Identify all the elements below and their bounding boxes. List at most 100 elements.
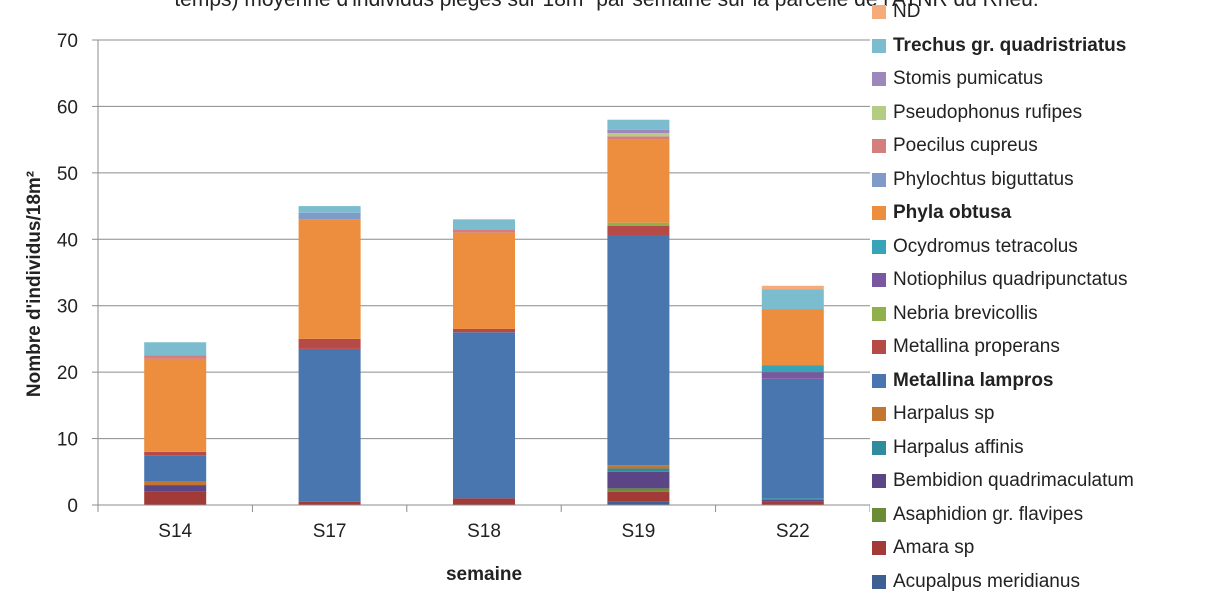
legend-item: Harpalus sp bbox=[872, 401, 994, 427]
legend-swatch bbox=[872, 239, 886, 254]
legend-label: Phyla obtusa bbox=[893, 202, 1012, 223]
legend-label: Notiophilus quadripunctatus bbox=[893, 269, 1128, 290]
legend-swatch bbox=[872, 5, 886, 19]
bar-segment-S22-3 bbox=[761, 499, 824, 502]
legend-label: Pseudophonus rufipes bbox=[893, 101, 1083, 123]
legend-label: Harpalus sp bbox=[893, 403, 995, 424]
x-tick-label: S17 bbox=[313, 521, 347, 542]
bar-segment-S22-17 bbox=[761, 285, 824, 290]
y-tick-label: 20 bbox=[57, 363, 78, 384]
bar-segment-S18-11 bbox=[453, 232, 515, 329]
legend-label: Metallina properans bbox=[893, 336, 1060, 357]
bar-segment-S14-3 bbox=[144, 485, 207, 492]
legend-item: Acupalpus meridianus bbox=[872, 569, 1080, 595]
bar-segment-S22-10 bbox=[761, 365, 824, 373]
legend-item: Notiophilus quadripunctatus bbox=[872, 267, 1128, 293]
bar-segment-S19-5 bbox=[607, 465, 670, 469]
y-tick-label: 10 bbox=[57, 430, 78, 451]
legend-item: Metallina lampros bbox=[872, 368, 1054, 394]
bar-segment-S17-1 bbox=[298, 501, 361, 505]
bar-segment-S17-12 bbox=[298, 212, 361, 220]
legend-label: Poecilus cupreus bbox=[893, 135, 1038, 156]
bar-segment-S14-7 bbox=[144, 451, 207, 456]
bar-segment-S17-7 bbox=[298, 338, 361, 349]
bar-segment-S22-11 bbox=[761, 309, 824, 366]
stacked-bar-chart: 0 10 20 30 40 50 60 70 S14 S17 S18 S19 S22 Nombre d… bbox=[24, 31, 870, 584]
axes bbox=[92, 39, 870, 512]
bar-segment-S14-13 bbox=[144, 355, 207, 359]
bar-segment-S18-1 bbox=[453, 498, 515, 505]
legend-swatch bbox=[872, 273, 886, 287]
bar-segment-S19-1 bbox=[607, 491, 670, 502]
bar-segment-S19-0 bbox=[607, 501, 670, 505]
legend-item: ND bbox=[872, 0, 920, 25]
bar-segment-S19-14 bbox=[607, 133, 670, 137]
bar-segment-S14-16 bbox=[144, 342, 207, 356]
bar-segment-S19-11 bbox=[607, 139, 670, 223]
bar-segment-S22-6 bbox=[761, 378, 824, 499]
legend-item: Trechus gr. quadristriatus bbox=[872, 33, 1126, 59]
legend-item: Metallina properans bbox=[872, 334, 1060, 360]
bar-segment-S18-13 bbox=[453, 229, 515, 233]
bar-segment-S14-6 bbox=[144, 455, 207, 482]
legend-item: Phylochtus biguttatus bbox=[872, 167, 1074, 193]
legend-swatch bbox=[872, 440, 886, 455]
bar-segment-S22-1 bbox=[761, 501, 824, 505]
x-tick-labels: S14 S17 S18 S19 S22 bbox=[158, 521, 809, 542]
legend-swatch bbox=[872, 38, 886, 53]
y-tick-label: 40 bbox=[57, 230, 78, 251]
bar-segment-S22-16 bbox=[761, 289, 824, 310]
legend-swatch bbox=[872, 507, 886, 522]
x-tick-label: S14 bbox=[158, 521, 192, 542]
bar-segment-S14-1 bbox=[144, 491, 207, 505]
bar-segment-S17-11 bbox=[298, 219, 361, 339]
y-tick-labels: 0 10 20 30 40 50 60 70 bbox=[57, 31, 78, 517]
legend-label: Metallina lampros bbox=[893, 369, 1054, 391]
legend-swatch bbox=[872, 139, 886, 153]
legend-swatch bbox=[872, 340, 886, 354]
legend-swatch bbox=[872, 172, 886, 187]
y-tick-label: 60 bbox=[57, 97, 78, 118]
legend-label: Amara sp bbox=[893, 537, 975, 558]
legend-swatch bbox=[872, 474, 886, 488]
bar-segment-S17-16 bbox=[298, 206, 361, 213]
bar-segment-S19-15 bbox=[607, 129, 670, 133]
bars bbox=[144, 119, 824, 505]
legend-swatch bbox=[872, 373, 886, 388]
legend-swatch bbox=[872, 105, 886, 120]
legend-label: Acupalpus meridianus bbox=[893, 570, 1080, 592]
legend-label: ND bbox=[893, 1, 921, 22]
y-tick-label: 50 bbox=[57, 164, 78, 185]
bar-segment-S18-6 bbox=[453, 332, 515, 499]
bar-segment-S17-6 bbox=[298, 348, 361, 502]
legend-label: Ocydromus tetracolus bbox=[893, 235, 1078, 257]
legend-swatch bbox=[872, 72, 886, 86]
legend-label: Bembidion quadrimaculatum bbox=[893, 470, 1134, 491]
legend-swatch bbox=[872, 306, 886, 321]
legend-swatch bbox=[872, 407, 886, 421]
legend-label: Stomis pumicatus bbox=[893, 68, 1043, 89]
legend-item: Amara sp bbox=[872, 535, 974, 561]
legend-item: Poecilus cupreus bbox=[872, 133, 1038, 159]
legend-label: Trechus gr. quadristriatus bbox=[893, 34, 1127, 56]
bar-segment-S14-5 bbox=[144, 481, 207, 486]
y-tick-label: 0 bbox=[67, 496, 78, 517]
x-tick-label: S22 bbox=[776, 521, 810, 542]
legend-item: Harpalus affinis bbox=[872, 435, 1024, 461]
legend-swatch bbox=[872, 206, 886, 220]
legend-label: Phylochtus biguttatus bbox=[893, 168, 1074, 190]
bar-segment-S19-7 bbox=[607, 226, 670, 236]
y-tick-label: 70 bbox=[57, 31, 78, 52]
bar-segment-S18-7 bbox=[453, 328, 515, 333]
bar-segment-S19-3 bbox=[607, 471, 670, 489]
bar-segment-S18-16 bbox=[453, 219, 515, 230]
bar-segment-S19-6 bbox=[607, 235, 670, 466]
x-tick-label: S19 bbox=[621, 521, 655, 542]
bar-segment-S14-11 bbox=[144, 358, 207, 452]
legend-item: Bembidion quadrimaculatum bbox=[872, 468, 1134, 494]
bar-segment-S19-2 bbox=[607, 488, 670, 492]
legend-swatch bbox=[872, 541, 886, 555]
gridlines bbox=[98, 39, 870, 440]
legend-item: Stomis pumicatus bbox=[872, 66, 1043, 92]
y-axis-label: Nombre d'individus/18m² bbox=[24, 171, 45, 397]
